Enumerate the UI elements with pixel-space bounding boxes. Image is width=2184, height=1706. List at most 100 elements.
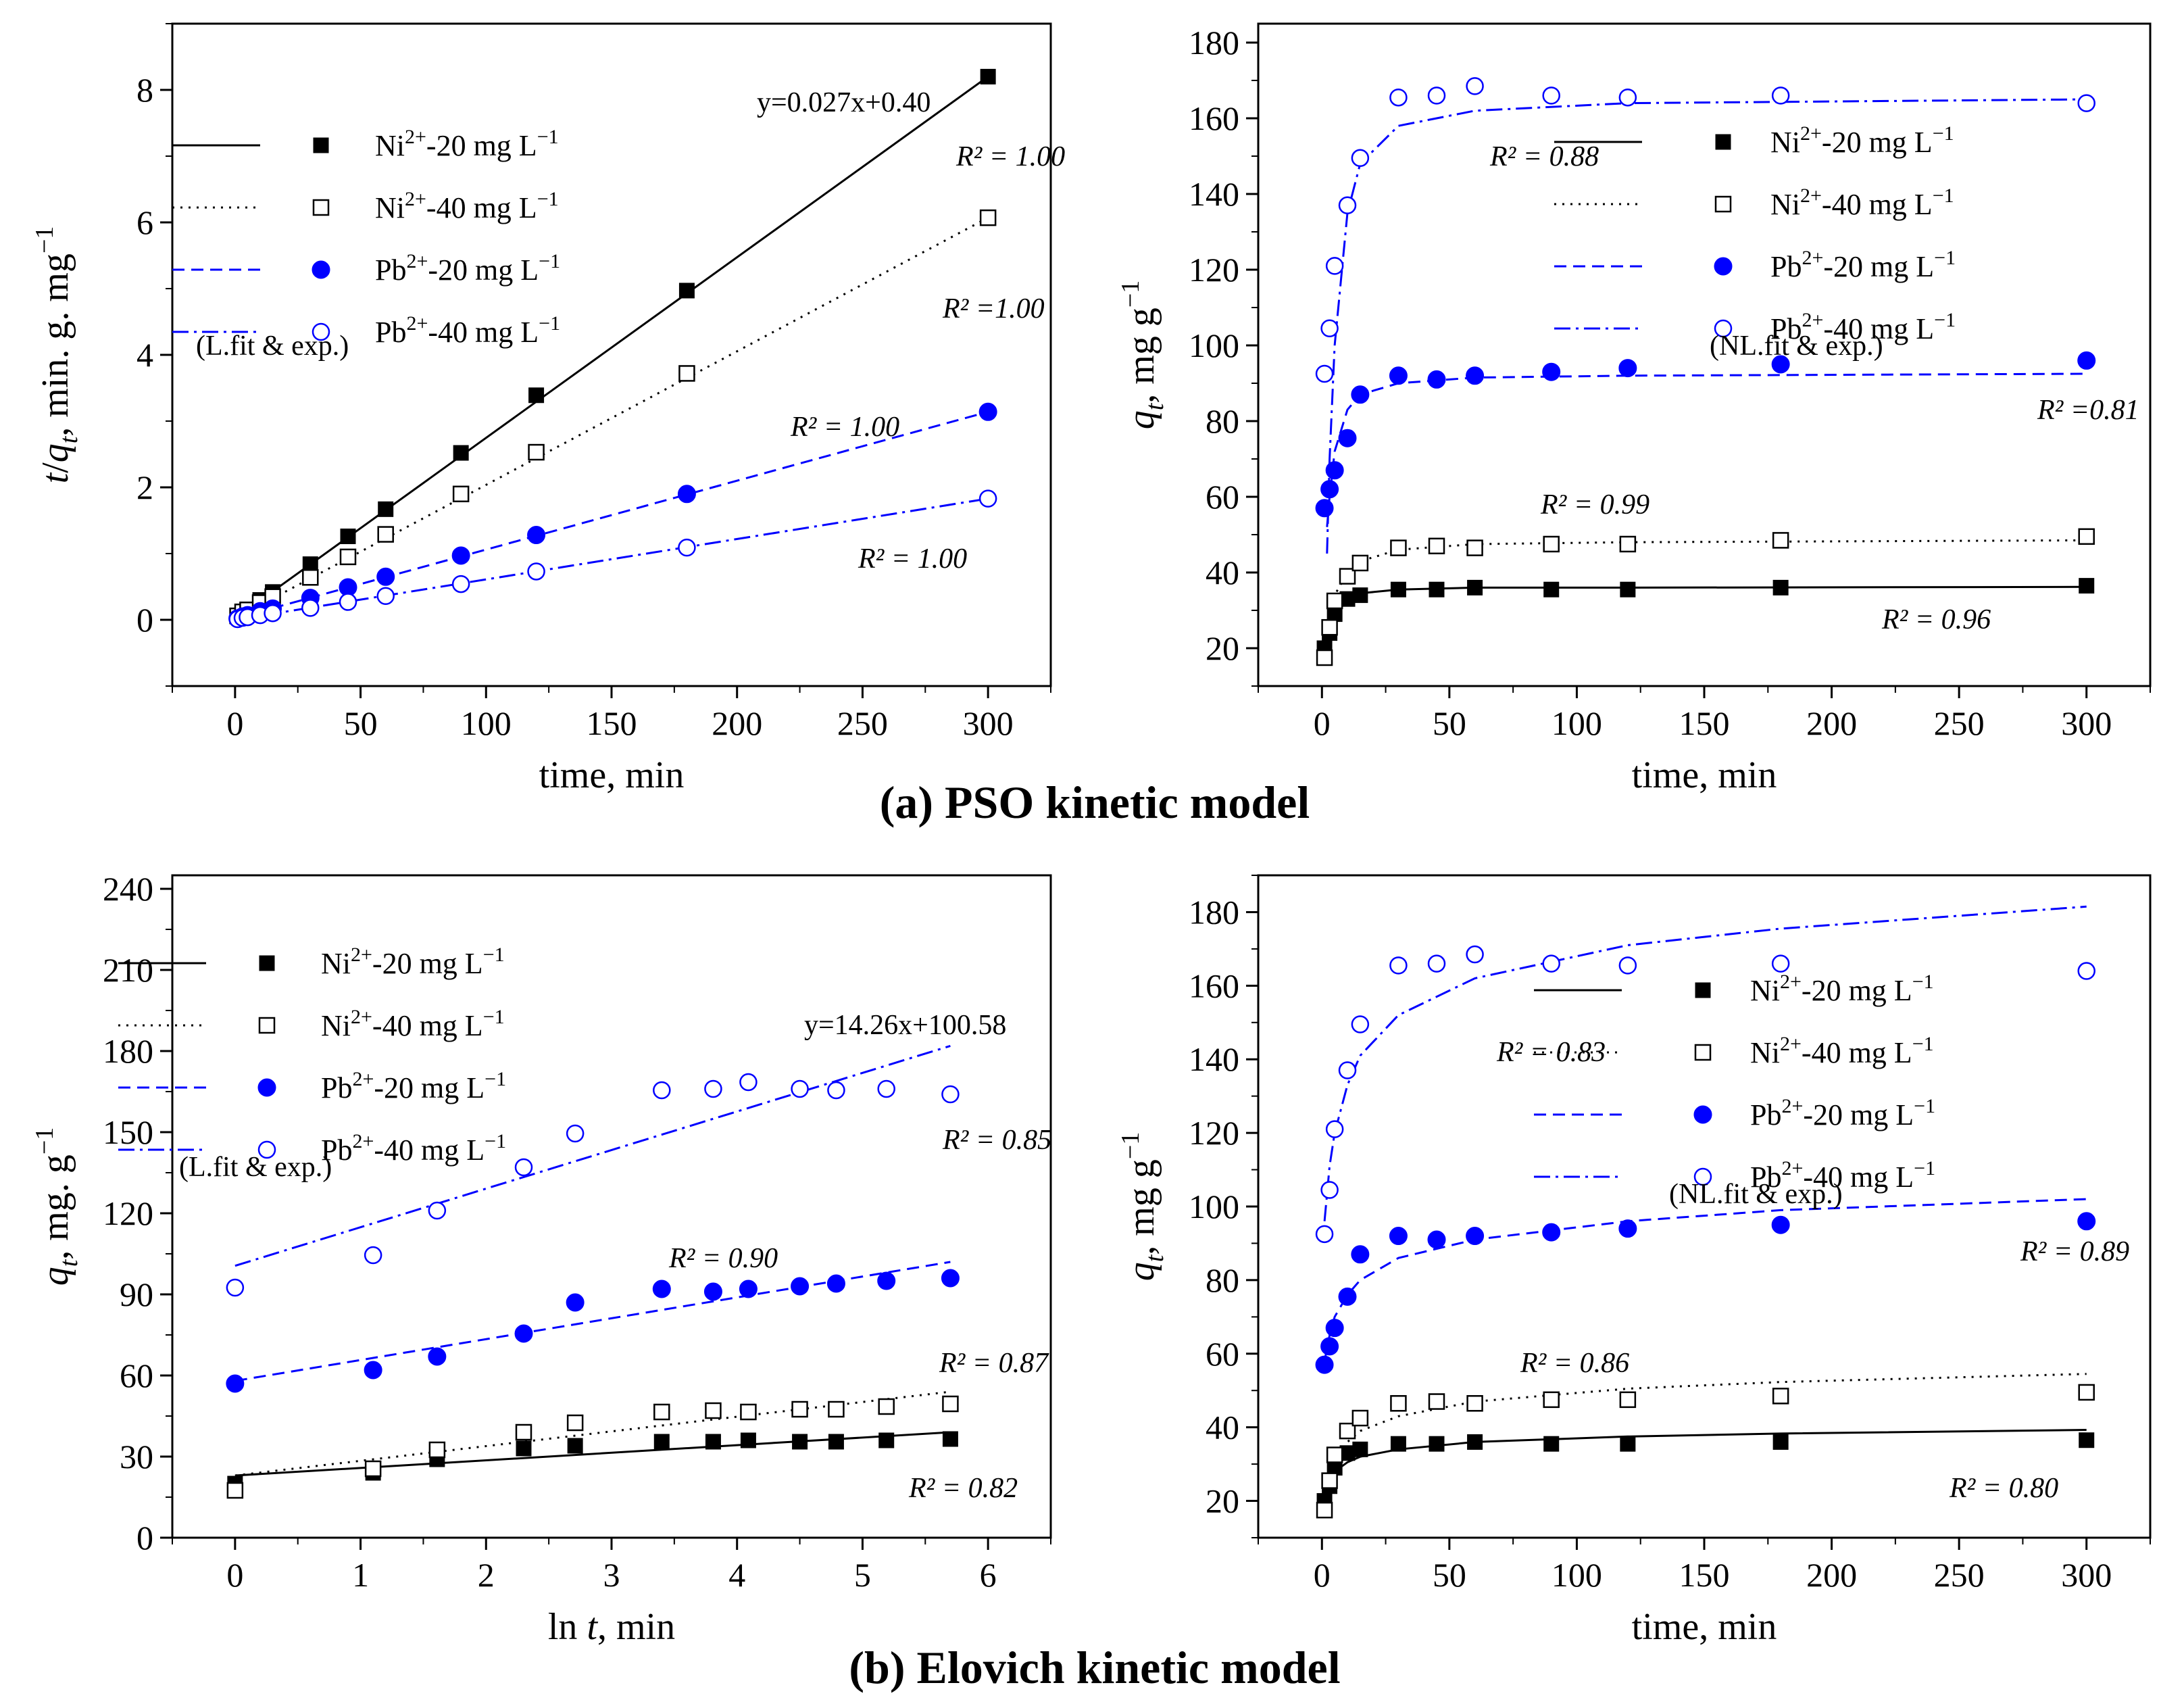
data-point-ni-20 (1620, 581, 1636, 598)
data-point-pb-40 (566, 1124, 585, 1143)
data-point-ni-40 (515, 1423, 532, 1441)
legend-conc: -40 mg L (374, 1134, 485, 1167)
data-point-pb-40 (827, 1081, 845, 1100)
legend-ion: Ni (1750, 1036, 1780, 1069)
legend-unit-exp: −1 (485, 1130, 506, 1152)
data-point-pb-20 (451, 546, 470, 565)
ylabel-q: q (1120, 410, 1162, 429)
data-point-ni-40 (377, 526, 394, 543)
fit-line-pb-20 (234, 1261, 951, 1382)
y-tick-label: 160 (1189, 99, 1239, 137)
data-point-pb-20 (1466, 366, 1485, 385)
y-axis-label: qt, mg g−1 (1116, 1132, 1169, 1282)
fit-line-pb-40 (1323, 905, 2087, 1221)
chart-panel-elovich-nonlinear: 0 50 100 150 200 250 300 20 40 60 80 100 120 140 160 18… (1116, 874, 2152, 1648)
data-point-pb-40 (1320, 1181, 1339, 1199)
legend-charge: 2+ (1800, 185, 1822, 207)
legend-ion: Ni (375, 191, 405, 224)
data-point-ni-20 (828, 1434, 844, 1450)
fit-line-pb-40 (234, 1044, 951, 1267)
data-point-pb-40 (978, 489, 997, 508)
data-point-pb-40 (428, 1201, 447, 1220)
data-point-pb-40 (1542, 87, 1560, 105)
y-tick-label: 100 (1189, 326, 1239, 364)
y-axis-label: qt, mg. g−1 (30, 1127, 83, 1286)
data-point-ni-20 (878, 1432, 895, 1448)
data-point-pb-40 (1618, 88, 1637, 107)
data-point-ni-20 (567, 1438, 583, 1454)
data-point-pb-20 (1771, 355, 1790, 374)
y-tick-label: 120 (1189, 1114, 1239, 1152)
data-point-ni-40 (740, 1403, 757, 1421)
data-point-pb-20 (1427, 1230, 1446, 1249)
legend-marker (1714, 257, 1733, 276)
x-tick-label: 250 (1934, 704, 1985, 742)
fit-line-pb-40 (234, 497, 989, 621)
legend-unit-exp: −1 (1912, 971, 1934, 993)
legend-conc: -40 mg L (1803, 1161, 1914, 1194)
data-point-ni-40 (1326, 592, 1343, 610)
y-tick-label: 6 (136, 203, 153, 241)
data-point-ni-40 (452, 485, 470, 503)
x-tick-label: 1 (352, 1556, 369, 1594)
data-point-ni-40 (1390, 539, 1407, 556)
data-point-pb-20 (1427, 370, 1446, 389)
fit-equation: y=14.26x+100.58 (804, 1010, 1006, 1041)
legend-ion: Ni (1770, 188, 1800, 221)
data-point-pb-40 (1427, 954, 1446, 973)
x-tick-label: 150 (1679, 1556, 1730, 1594)
legend-ion: Ni (1750, 974, 1780, 1007)
data-point-pb-20 (1389, 366, 1408, 385)
data-point-pb-40 (527, 562, 545, 581)
legend-conc: -40 mg L (1822, 188, 1933, 221)
data-point-pb-40 (1389, 88, 1408, 107)
data-point-pb-20 (1771, 1215, 1790, 1234)
legend-ion: Pb (1770, 312, 1802, 345)
legend-charge: 2+ (1780, 1033, 1802, 1055)
data-point-pb-20 (1315, 499, 1334, 518)
r2-label: R² =1.00 (942, 293, 1045, 324)
legend-conc: -20 mg L (1823, 250, 1934, 283)
legend-marker (312, 322, 330, 341)
ylabel-units: , mg g (1120, 308, 1162, 404)
legend-conc: -40 mg L (1823, 312, 1934, 345)
y-axis-label: qt, mg g−1 (1116, 281, 1169, 430)
y-tick-label: 40 (1206, 554, 1239, 591)
data-point-ni-20 (1620, 1436, 1636, 1452)
data-point-ni-40 (1326, 1446, 1343, 1463)
data-point-ni-20 (980, 68, 996, 84)
ylabel-units: , mg g (1120, 1159, 1162, 1255)
data-point-pb-20 (1542, 1223, 1561, 1242)
data-point-pb-40 (1466, 77, 1484, 95)
data-point-ni-40 (1339, 568, 1356, 585)
data-point-ni-40 (1316, 649, 1333, 666)
data-point-pb-40 (2077, 94, 2095, 112)
y-tick-label: 180 (103, 1032, 153, 1070)
y-tick-label: 20 (1206, 629, 1239, 667)
y-tick-label: 120 (1189, 251, 1239, 289)
ylabel-sub: t (1141, 1254, 1169, 1262)
data-point-pb-20 (677, 485, 696, 504)
data-point-ni-20 (678, 283, 695, 299)
legend-ion: Pb (1750, 1161, 1781, 1194)
r2-label: R² = 0.88 (1489, 141, 1599, 172)
data-point-ni-20 (1543, 1436, 1560, 1452)
y-tick-label: 140 (1189, 1040, 1239, 1078)
y-axis-label: t/qt, min. g. mg−1 (30, 226, 83, 484)
legend-marker (313, 137, 329, 153)
data-point-pb-40 (1351, 149, 1370, 168)
legend-conc: -40 mg L (372, 1009, 483, 1042)
legend-charge: 2+ (405, 126, 426, 148)
y-tick-label: 20 (1206, 1482, 1239, 1520)
data-point-ni-20 (2079, 578, 2095, 594)
data-point-ni-20 (2079, 1432, 2095, 1448)
data-point-pb-20 (739, 1280, 758, 1298)
y-tick-label: 30 (120, 1438, 153, 1476)
data-point-pb-40 (704, 1079, 722, 1098)
data-point-pb-40 (1338, 196, 1357, 215)
ylabel-t: t (34, 472, 76, 483)
r2-label: R² = 0.86 (1520, 1348, 1629, 1379)
legend-marker (1693, 1105, 1712, 1124)
data-point-ni-40 (878, 1398, 895, 1415)
